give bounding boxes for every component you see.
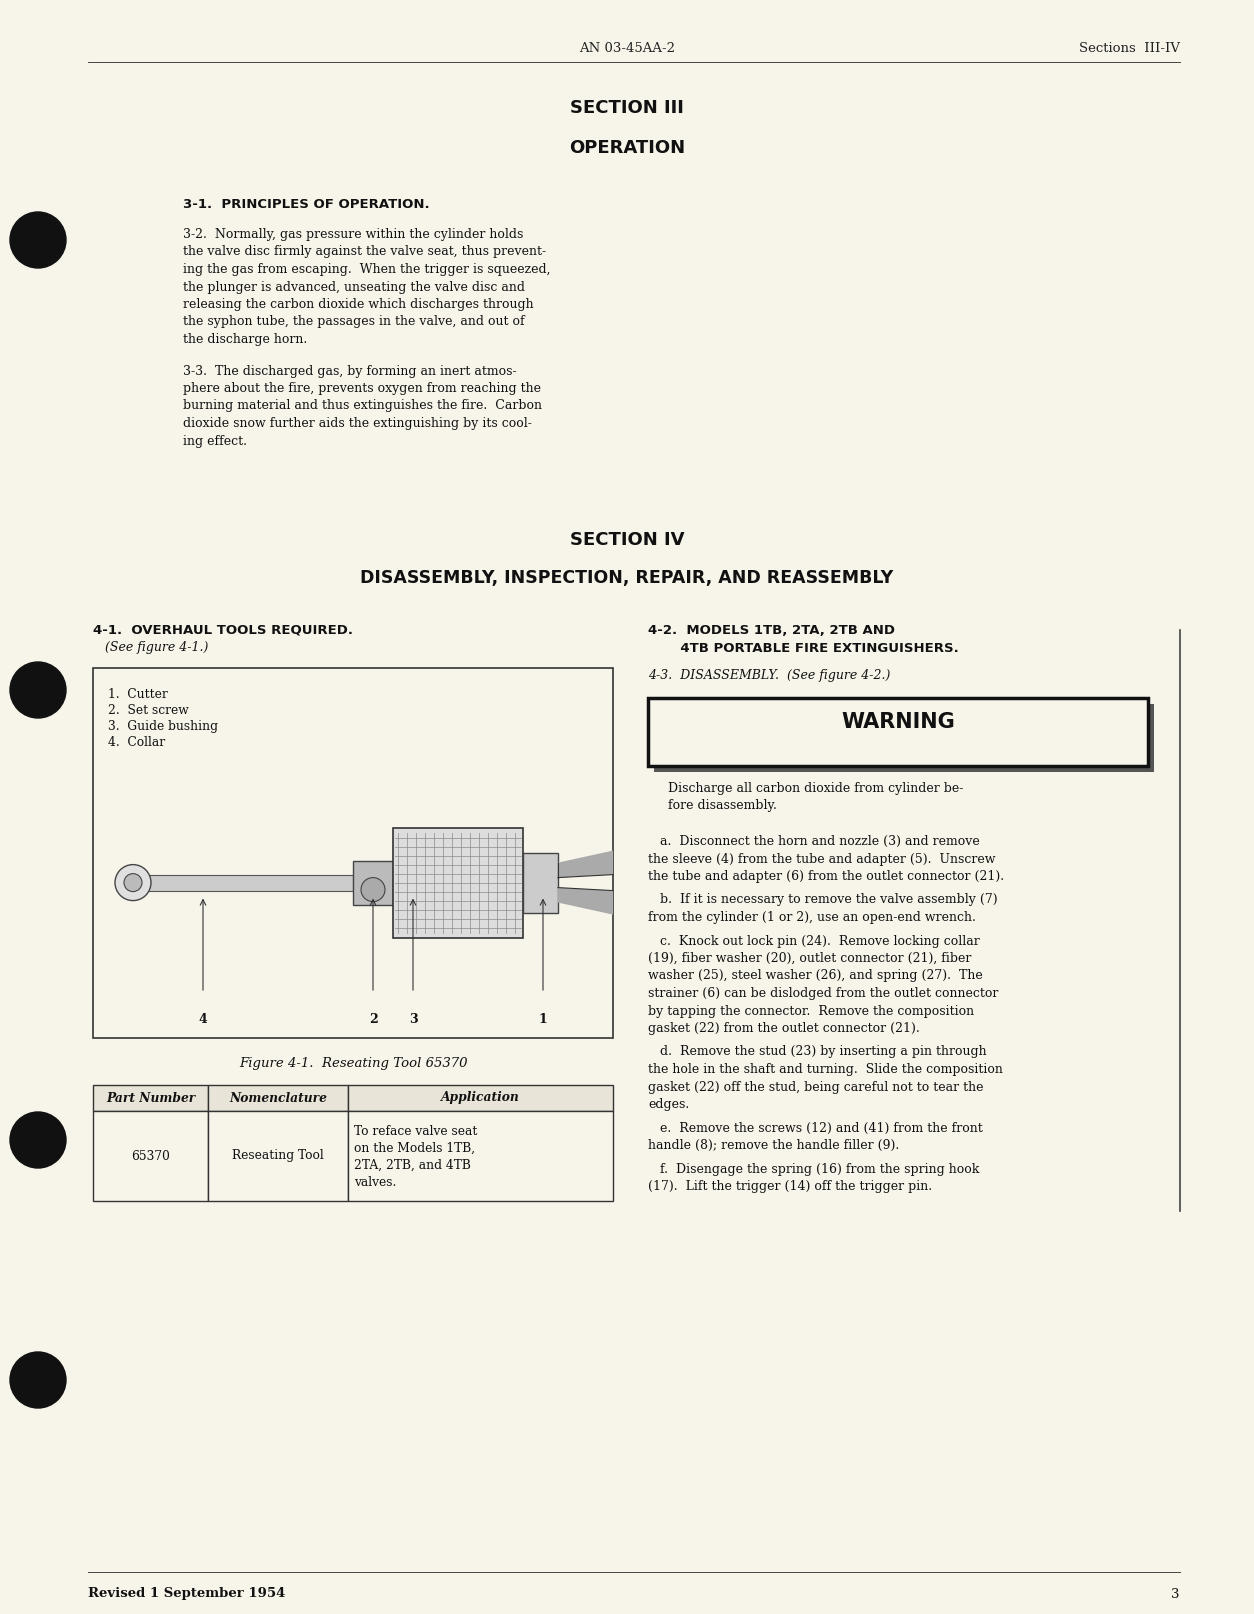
Text: edges.: edges. <box>648 1098 690 1110</box>
Text: the discharge horn.: the discharge horn. <box>183 332 307 345</box>
Circle shape <box>10 211 66 268</box>
Bar <box>393 828 523 938</box>
Bar <box>208 1110 349 1201</box>
Text: e.  Remove the screws (12) and (41) from the front: e. Remove the screws (12) and (41) from … <box>648 1122 983 1135</box>
Text: b.  If it is necessary to remove the valve assembly (7): b. If it is necessary to remove the valv… <box>648 894 998 907</box>
Text: 4-3.  DISASSEMBLY.  (See figure 4-2.): 4-3. DISASSEMBLY. (See figure 4-2.) <box>648 670 890 683</box>
Text: dioxide snow further aids the extinguishing by its cool-: dioxide snow further aids the extinguish… <box>183 416 532 429</box>
Text: 2.  Set screw: 2. Set screw <box>108 704 189 717</box>
Text: f.  Disengage the spring (16) from the spring hook: f. Disengage the spring (16) from the sp… <box>648 1162 979 1175</box>
Text: SECTION IV: SECTION IV <box>569 531 685 549</box>
Text: a.  Disconnect the horn and nozzle (3) and remove: a. Disconnect the horn and nozzle (3) an… <box>648 834 979 847</box>
Bar <box>655 704 1154 771</box>
Polygon shape <box>558 851 613 878</box>
Bar <box>523 852 558 912</box>
Text: 4: 4 <box>198 1014 207 1027</box>
Text: (See figure 4-1.): (See figure 4-1.) <box>105 641 208 655</box>
Text: DISASSEMBLY, INSPECTION, REPAIR, AND REASSEMBLY: DISASSEMBLY, INSPECTION, REPAIR, AND REA… <box>360 570 894 587</box>
Text: valves.: valves. <box>354 1177 396 1190</box>
Circle shape <box>10 662 66 718</box>
Text: the tube and adapter (6) from the outlet connector (21).: the tube and adapter (6) from the outlet… <box>648 870 1004 883</box>
Circle shape <box>10 1112 66 1169</box>
Text: Discharge all carbon dioxide from cylinder be-: Discharge all carbon dioxide from cylind… <box>668 783 963 796</box>
Text: the hole in the shaft and turning.  Slide the composition: the hole in the shaft and turning. Slide… <box>648 1064 1003 1077</box>
Text: 4.  Collar: 4. Collar <box>108 736 166 749</box>
Text: by tapping the connector.  Remove the composition: by tapping the connector. Remove the com… <box>648 1004 974 1017</box>
Text: 2: 2 <box>369 1014 377 1027</box>
Text: AN 03-45AA-2: AN 03-45AA-2 <box>579 42 675 55</box>
Text: releasing the carbon dioxide which discharges through: releasing the carbon dioxide which disch… <box>183 299 534 312</box>
Text: the sleeve (4) from the tube and adapter (5).  Unscrew: the sleeve (4) from the tube and adapter… <box>648 852 996 865</box>
Text: fore disassembly.: fore disassembly. <box>668 799 777 812</box>
Text: (19), fiber washer (20), outlet connector (21), fiber: (19), fiber washer (20), outlet connecto… <box>648 952 972 965</box>
Bar <box>93 668 613 1038</box>
Polygon shape <box>558 888 613 915</box>
Bar <box>352 860 393 904</box>
Bar <box>93 1085 208 1110</box>
Text: washer (25), steel washer (26), and spring (27).  The: washer (25), steel washer (26), and spri… <box>648 970 983 983</box>
Circle shape <box>115 865 150 901</box>
Text: Nomenclature: Nomenclature <box>229 1091 327 1104</box>
Text: 3: 3 <box>409 1014 418 1027</box>
Text: 3: 3 <box>1171 1588 1180 1601</box>
Text: 3-1.  PRINCIPLES OF OPERATION.: 3-1. PRINCIPLES OF OPERATION. <box>183 199 430 211</box>
Text: the valve disc firmly against the valve seat, thus prevent-: the valve disc firmly against the valve … <box>183 245 547 258</box>
Text: WARNING: WARNING <box>841 712 954 733</box>
Text: ing the gas from escaping.  When the trigger is squeezed,: ing the gas from escaping. When the trig… <box>183 263 551 276</box>
Text: on the Models 1TB,: on the Models 1TB, <box>354 1143 475 1156</box>
Text: 1: 1 <box>539 1014 548 1027</box>
Circle shape <box>10 1353 66 1407</box>
Bar <box>648 697 1147 767</box>
Circle shape <box>124 873 142 891</box>
Text: 4-1.  OVERHAUL TOOLS REQUIRED.: 4-1. OVERHAUL TOOLS REQUIRED. <box>93 623 352 636</box>
Text: d.  Remove the stud (23) by inserting a pin through: d. Remove the stud (23) by inserting a p… <box>648 1046 987 1059</box>
Text: c.  Knock out lock pin (24).  Remove locking collar: c. Knock out lock pin (24). Remove locki… <box>648 935 979 947</box>
Text: burning material and thus extinguishes the fire.  Carbon: burning material and thus extinguishes t… <box>183 400 542 413</box>
Text: phere about the fire, prevents oxygen from reaching the: phere about the fire, prevents oxygen fr… <box>183 383 540 395</box>
Text: from the cylinder (1 or 2), use an open-end wrench.: from the cylinder (1 or 2), use an open-… <box>648 910 976 923</box>
Text: strainer (6) can be dislodged from the outlet connector: strainer (6) can be dislodged from the o… <box>648 988 998 1001</box>
Bar <box>208 1085 349 1110</box>
Bar <box>349 1085 613 1110</box>
Text: Reseating Tool: Reseating Tool <box>232 1149 324 1162</box>
Text: Figure 4-1.  Reseating Tool 65370: Figure 4-1. Reseating Tool 65370 <box>238 1057 468 1070</box>
Text: gasket (22) off the stud, being careful not to tear the: gasket (22) off the stud, being careful … <box>648 1080 983 1094</box>
Text: ing effect.: ing effect. <box>183 434 247 447</box>
Text: handle (8); remove the handle filler (9).: handle (8); remove the handle filler (9)… <box>648 1139 899 1152</box>
Text: 65370: 65370 <box>132 1149 171 1162</box>
Text: 4TB PORTABLE FIRE EXTINGUISHERS.: 4TB PORTABLE FIRE EXTINGUISHERS. <box>648 641 959 655</box>
Text: Sections  III-IV: Sections III-IV <box>1078 42 1180 55</box>
Text: 2TA, 2TB, and 4TB: 2TA, 2TB, and 4TB <box>354 1159 470 1172</box>
Bar <box>349 1110 613 1201</box>
Bar <box>123 875 352 891</box>
Text: 3-3.  The discharged gas, by forming an inert atmos-: 3-3. The discharged gas, by forming an i… <box>183 365 517 378</box>
Text: Part Number: Part Number <box>105 1091 196 1104</box>
Text: SECTION III: SECTION III <box>571 98 683 116</box>
Text: Application: Application <box>441 1091 520 1104</box>
Text: the syphon tube, the passages in the valve, and out of: the syphon tube, the passages in the val… <box>183 315 524 329</box>
Text: 1.  Cutter: 1. Cutter <box>108 688 168 700</box>
Text: (17).  Lift the trigger (14) off the trigger pin.: (17). Lift the trigger (14) off the trig… <box>648 1180 932 1193</box>
Bar <box>93 1110 208 1201</box>
Text: To reface valve seat: To reface valve seat <box>354 1125 478 1138</box>
Text: the plunger is advanced, unseating the valve disc and: the plunger is advanced, unseating the v… <box>183 281 525 294</box>
Circle shape <box>361 878 385 902</box>
Text: 3.  Guide bushing: 3. Guide bushing <box>108 720 218 733</box>
Text: 4-2.  MODELS 1TB, 2TA, 2TB AND: 4-2. MODELS 1TB, 2TA, 2TB AND <box>648 623 895 636</box>
Text: gasket (22) from the outlet connector (21).: gasket (22) from the outlet connector (2… <box>648 1022 919 1035</box>
Text: OPERATION: OPERATION <box>569 139 685 157</box>
Text: Revised 1 September 1954: Revised 1 September 1954 <box>88 1588 286 1601</box>
Text: 3-2.  Normally, gas pressure within the cylinder holds: 3-2. Normally, gas pressure within the c… <box>183 228 523 240</box>
